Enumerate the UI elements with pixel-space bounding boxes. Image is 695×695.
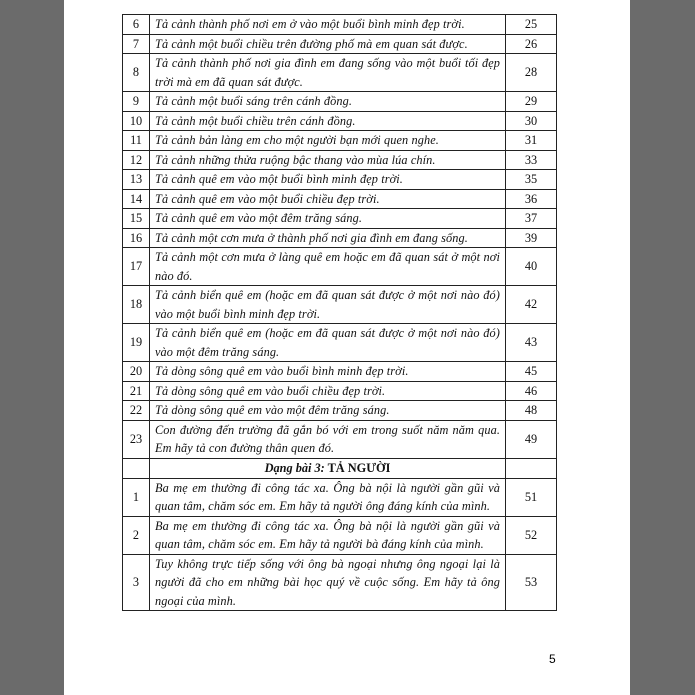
entry-title: Ba mẹ em thường đi công tác xa. Ông bà n…	[149, 515, 506, 555]
entry-number: 7	[122, 33, 150, 54]
entry-page: 46	[505, 380, 557, 401]
entry-page: 52	[505, 515, 557, 555]
entry-row: 7 Tả cảnh một buổi chiều trên đường phố m…	[122, 33, 557, 54]
entry-title: Tả cảnh thành phố nơi em ở vào một buổi …	[149, 14, 506, 35]
entry-row: 23 Con đường đến trường đã gắn bó với em …	[122, 419, 557, 459]
entry-page: 51	[505, 477, 557, 517]
entry-title: Tả dòng sông quê em vào buổi chiều đẹp t…	[149, 380, 506, 401]
entry-title: Ba mẹ em thường đi công tác xa. Ông bà n…	[149, 477, 506, 517]
entry-page: 45	[505, 361, 557, 382]
entry-page: 37	[505, 208, 557, 229]
entry-title: Tả cảnh một buổi chiều trên cánh đồng.	[149, 110, 506, 131]
cell	[505, 457, 557, 479]
entry-number: 12	[122, 149, 150, 170]
entry-row: 16 Tả cảnh một cơn mưa ở thành phố nơi gi…	[122, 227, 557, 248]
heading-title: TẢ NGƯỜI	[327, 460, 391, 475]
entry-row: 13 Tả cảnh quê em vào một buổi bình minh …	[122, 169, 557, 190]
entry-title: Tả cảnh một buổi chiều trên đường phố mà…	[149, 33, 506, 54]
entry-page: 40	[505, 247, 557, 286]
entry-number: 3	[122, 553, 150, 611]
entry-row: 20 Tả dòng sông quê em vào buổi bình minh…	[122, 361, 557, 382]
entry-title: Tả cảnh biển quê em (hoặc em đã quan sát…	[149, 285, 506, 324]
entry-title: Tả cảnh quê em vào một buổi chiều đẹp tr…	[149, 188, 506, 209]
cell	[122, 457, 150, 479]
entry-number: 17	[122, 247, 150, 286]
entry-row: 10 Tả cảnh một buổi chiều trên cánh đồng.…	[122, 110, 557, 131]
entry-page: 36	[505, 188, 557, 209]
entry-page: 29	[505, 91, 557, 112]
entry-page: 25	[505, 14, 557, 35]
entry-row: 17 Tả cảnh một cơn mưa ở làng quê em hoặc…	[122, 247, 557, 286]
entry-page: 31	[505, 130, 557, 151]
entry-number: 22	[122, 400, 150, 421]
entry-row: 19 Tả cảnh biển quê em (hoặc em đã quan s…	[122, 323, 557, 362]
entry-title: Tả cảnh thành phố nơi gia đình em đang s…	[149, 53, 506, 92]
entry-number: 8	[122, 53, 150, 92]
entry-title: Tả dòng sông quê em vào buổi bình minh đ…	[149, 361, 506, 382]
entry-title: Tả cảnh những thửa ruộng bậc thang vào m…	[149, 149, 506, 170]
entry-row: 6 Tả cảnh thành phố nơi em ở vào một buổi…	[122, 14, 557, 35]
heading-label: Dạng bài 3:	[264, 460, 325, 475]
entry-page: 26	[505, 33, 557, 54]
entry-page: 30	[505, 110, 557, 131]
contents-table: 6 Tả cảnh thành phố nơi em ở vào một buổi…	[122, 14, 557, 611]
entry-number: 21	[122, 380, 150, 401]
background-left	[0, 0, 64, 695]
entry-number: 23	[122, 419, 150, 459]
entry-page: 28	[505, 53, 557, 92]
entry-row: 22 Tả dòng sông quê em vào một đêm trăng …	[122, 400, 557, 421]
entry-title: Con đường đến trường đã gắn bó với em tr…	[149, 419, 506, 459]
entry-number: 15	[122, 208, 150, 229]
entry-page: 33	[505, 149, 557, 170]
entry-title: Tả cảnh một cơn mưa ở thành phố nơi gia …	[149, 227, 506, 248]
entry-number: 14	[122, 188, 150, 209]
entry-title: Tả cảnh biển quê em (hoặc em đã quan sát…	[149, 323, 506, 362]
entry-row: 1 Ba mẹ em thường đi công tác xa. Ông bà …	[122, 477, 557, 517]
entry-row: 15 Tả cảnh quê em vào một đêm trăng sáng.…	[122, 208, 557, 229]
entry-row: 11 Tả cảnh bản làng em cho một người bạn …	[122, 130, 557, 151]
entry-number: 20	[122, 361, 150, 382]
entry-number: 18	[122, 285, 150, 324]
entry-title: Tả cảnh quê em vào một buổi bình minh đẹ…	[149, 169, 506, 190]
entry-title: Tả cảnh quê em vào một đêm trăng sáng.	[149, 208, 506, 229]
entry-number: 19	[122, 323, 150, 362]
entry-number: 10	[122, 110, 150, 131]
entry-row: 3 Tuy không trực tiếp sống với ông bà ngo…	[122, 553, 557, 611]
entry-number: 6	[122, 14, 150, 35]
entry-title: Tuy không trực tiếp sống với ông bà ngoạ…	[149, 553, 506, 611]
entry-title: Tả dòng sông quê em vào một đêm trăng sá…	[149, 400, 506, 421]
section-heading: Dạng bài 3: TẢ NGƯỜI	[149, 457, 506, 479]
entry-row: 21 Tả dòng sông quê em vào buổi chiều đẹp…	[122, 380, 557, 401]
entry-number: 9	[122, 91, 150, 112]
entry-number: 2	[122, 515, 150, 555]
document-page: 6 Tả cảnh thành phố nơi em ở vào một buổi…	[64, 0, 630, 695]
entry-row: 8 Tả cảnh thành phố nơi gia đình em đang …	[122, 53, 557, 92]
section-heading-row: Dạng bài 3: TẢ NGƯỜI	[122, 457, 557, 479]
entry-row: 18 Tả cảnh biển quê em (hoặc em đã quan s…	[122, 285, 557, 324]
entry-number: 13	[122, 169, 150, 190]
entry-page: 49	[505, 419, 557, 459]
entry-row: 14 Tả cảnh quê em vào một buổi chiều đẹp …	[122, 188, 557, 209]
entry-title: Tả cảnh một cơn mưa ở làng quê em hoặc e…	[149, 247, 506, 286]
entry-page: 39	[505, 227, 557, 248]
page-number: 5	[549, 652, 556, 666]
entry-page: 42	[505, 285, 557, 324]
entry-title: Tả cảnh bản làng em cho một người bạn mớ…	[149, 130, 506, 151]
entry-page: 48	[505, 400, 557, 421]
entry-number: 11	[122, 130, 150, 151]
entry-row: 2 Ba mẹ em thường đi công tác xa. Ông bà …	[122, 515, 557, 555]
entry-number: 1	[122, 477, 150, 517]
entry-row: 12 Tả cảnh những thửa ruộng bậc thang vào…	[122, 149, 557, 170]
entry-page: 43	[505, 323, 557, 362]
background-right	[630, 0, 695, 695]
entry-page: 53	[505, 553, 557, 611]
entry-title: Tả cảnh một buổi sáng trên cánh đồng.	[149, 91, 506, 112]
entry-number: 16	[122, 227, 150, 248]
entry-page: 35	[505, 169, 557, 190]
entry-row: 9 Tả cảnh một buổi sáng trên cánh đồng. 29	[122, 91, 557, 112]
